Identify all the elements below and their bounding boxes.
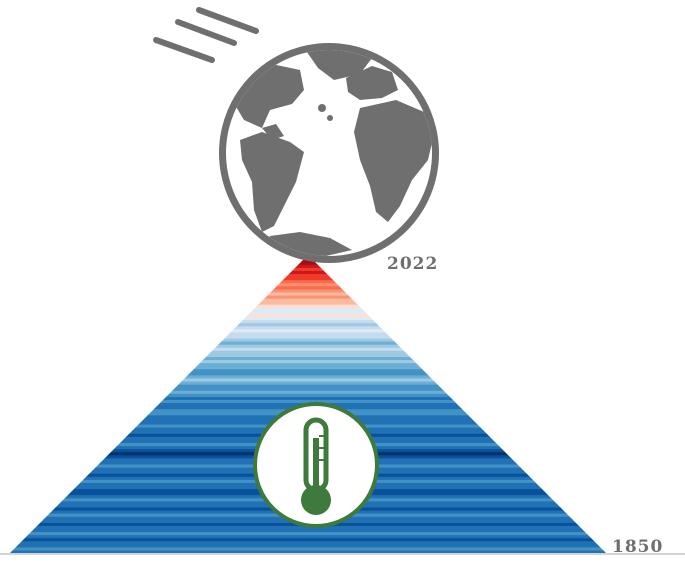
warming-stripe [10, 325, 606, 330]
warming-stripe [10, 350, 606, 354]
warming-stripe [10, 285, 606, 290]
warming-stripe [10, 365, 606, 370]
warming-stripe [10, 393, 606, 397]
warming-stripe [10, 374, 606, 379]
warming-stripe [10, 531, 606, 536]
warming-stripe [10, 368, 606, 373]
warming-stripe [10, 304, 606, 308]
warming-stripe [10, 377, 606, 382]
warming-stripe [10, 337, 606, 342]
warming-stripe [10, 549, 606, 553]
warming-stripe [10, 534, 606, 539]
end-year-label: 2022 [387, 254, 439, 274]
warming-stripe [10, 322, 606, 327]
warming-stripe [10, 371, 606, 376]
warming-stripe [10, 341, 606, 345]
warming-stripe [10, 307, 606, 311]
warming-stripe [10, 344, 606, 348]
warming-stripe [10, 390, 606, 394]
warming-stripe [10, 399, 606, 404]
warming-stripe [10, 316, 606, 321]
warming-stripe [10, 384, 606, 388]
warming-stripe [10, 380, 606, 385]
thermometer-icon [253, 402, 379, 528]
warming-stripe [10, 356, 606, 361]
warming-stripe [10, 264, 606, 268]
warming-stripe [10, 267, 606, 271]
warming-stripe [10, 301, 606, 305]
warming-stripe [10, 537, 606, 542]
globe-icon [219, 43, 439, 263]
warming-stripe [10, 279, 606, 284]
warming-stripe [10, 353, 606, 357]
motion-lines-icon [153, 7, 259, 63]
warming-stripe [10, 282, 606, 287]
start-year-label: 1850 [612, 537, 664, 557]
warming-stripe [10, 334, 606, 339]
warming-stripe [10, 261, 606, 265]
warming-stripe [10, 331, 606, 336]
warming-stripe [10, 359, 606, 364]
warming-stripe [10, 319, 606, 324]
warming-stripe [10, 270, 606, 275]
warming-stripe [10, 310, 606, 314]
warming-stripe [10, 387, 606, 391]
warming-stripe [10, 543, 606, 548]
warming-stripe [10, 294, 606, 299]
warming-stripe [10, 313, 606, 318]
warming-stripe [10, 396, 606, 400]
warming-stripe [10, 298, 606, 302]
warming-stripe [10, 347, 606, 351]
warming-stripe [10, 528, 606, 533]
baseline-divider [0, 553, 685, 555]
warming-stripe [10, 273, 606, 278]
warming-stripe [10, 546, 606, 551]
warming-stripe [10, 288, 606, 293]
warming-stripe [10, 362, 606, 367]
warming-stripe [10, 328, 606, 333]
warming-stripe [10, 276, 606, 281]
warming-stripe [10, 291, 606, 296]
warming-stripe [10, 540, 606, 545]
